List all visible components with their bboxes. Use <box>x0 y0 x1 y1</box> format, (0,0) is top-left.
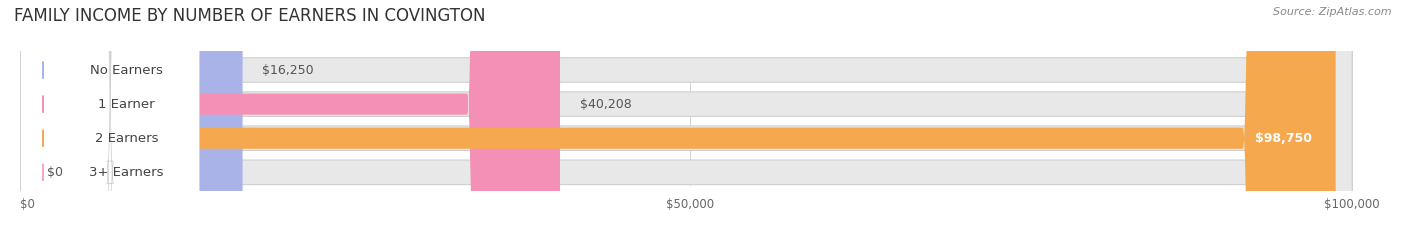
FancyBboxPatch shape <box>21 0 200 233</box>
FancyBboxPatch shape <box>21 0 200 233</box>
Text: FAMILY INCOME BY NUMBER OF EARNERS IN COVINGTON: FAMILY INCOME BY NUMBER OF EARNERS IN CO… <box>14 7 485 25</box>
Text: 3+ Earners: 3+ Earners <box>90 166 165 179</box>
Text: No Earners: No Earners <box>90 64 163 76</box>
FancyBboxPatch shape <box>27 0 1353 233</box>
FancyBboxPatch shape <box>27 0 1353 233</box>
Text: $40,208: $40,208 <box>579 98 631 111</box>
Text: $98,750: $98,750 <box>1254 132 1312 145</box>
FancyBboxPatch shape <box>27 0 1353 233</box>
Text: 1 Earner: 1 Earner <box>98 98 155 111</box>
FancyBboxPatch shape <box>21 0 200 233</box>
FancyBboxPatch shape <box>27 0 1336 233</box>
Text: Source: ZipAtlas.com: Source: ZipAtlas.com <box>1274 7 1392 17</box>
FancyBboxPatch shape <box>27 0 1353 233</box>
FancyBboxPatch shape <box>27 0 560 233</box>
FancyBboxPatch shape <box>27 0 243 233</box>
Text: $0: $0 <box>48 166 63 179</box>
Text: $16,250: $16,250 <box>263 64 314 76</box>
FancyBboxPatch shape <box>21 0 200 233</box>
Text: 2 Earners: 2 Earners <box>96 132 159 145</box>
